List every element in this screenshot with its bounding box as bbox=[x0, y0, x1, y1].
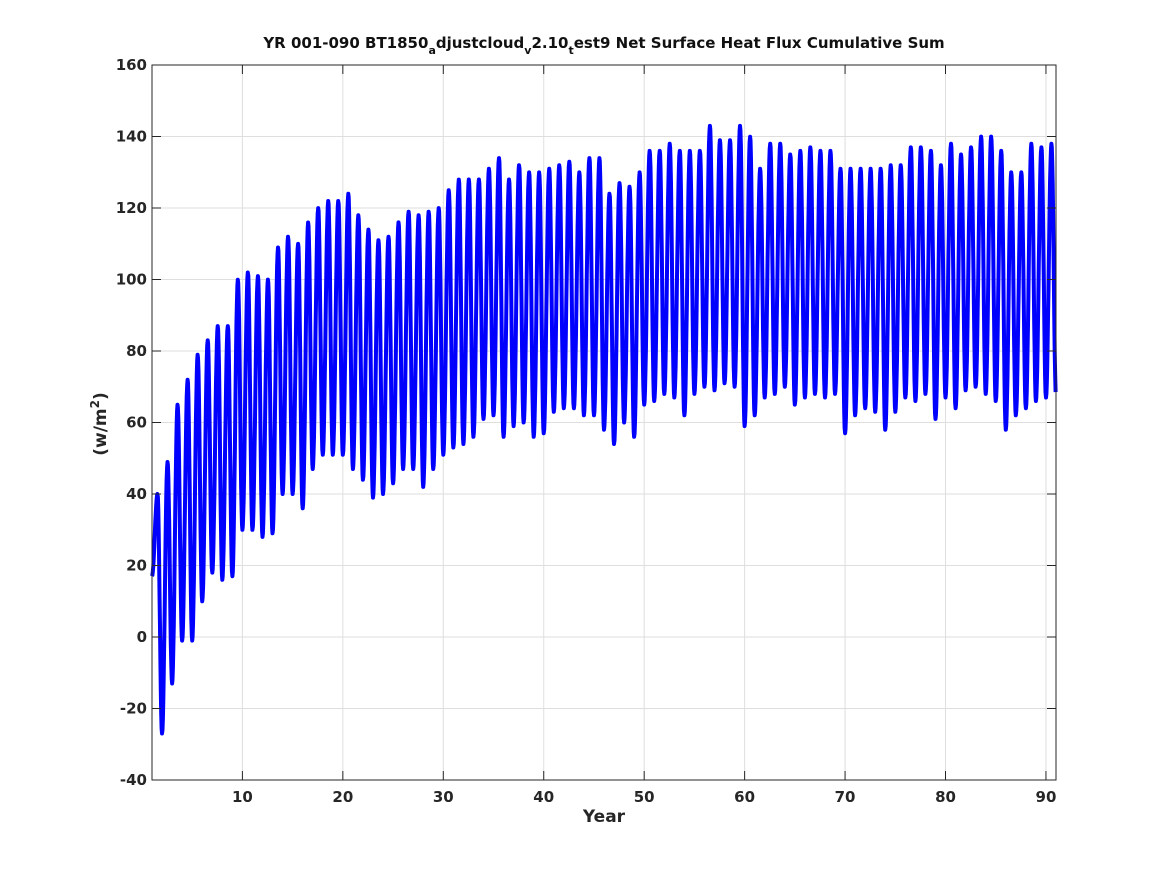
title-subscript-3: t bbox=[568, 44, 573, 57]
x-tick-label: 50 bbox=[634, 788, 655, 806]
series-line bbox=[150, 123, 1058, 736]
y-tick-label: -40 bbox=[120, 771, 147, 789]
y-tick-label: 120 bbox=[116, 199, 147, 217]
title-subscript-2: v bbox=[524, 44, 532, 57]
y-tick-label: -20 bbox=[120, 700, 147, 718]
y-tick-label: 60 bbox=[126, 414, 147, 432]
y-tick-label: 20 bbox=[126, 557, 147, 575]
y-tick-label: 140 bbox=[116, 128, 147, 146]
title-part-1: YR 001-090 BT1850 bbox=[262, 34, 428, 52]
x-tick-label: 40 bbox=[533, 788, 554, 806]
y-axis-ticks: -40 -20 0 20 40 60 80 100 120 140 160 bbox=[116, 56, 1056, 789]
y-tick-label: 0 bbox=[137, 628, 147, 646]
x-tick-label: 10 bbox=[232, 788, 253, 806]
title-part-2: djustcloud bbox=[436, 34, 524, 52]
x-axis-label: Year bbox=[582, 807, 626, 827]
y-tick-label: 40 bbox=[126, 485, 147, 503]
title-subscript-1: a bbox=[428, 44, 435, 57]
x-tick-label: 90 bbox=[1036, 788, 1057, 806]
x-tick-label: 70 bbox=[835, 788, 856, 806]
title-part-4: est9 Net Surface Heat Flux Cumulative Su… bbox=[574, 34, 945, 52]
y-tick-label: 100 bbox=[116, 271, 147, 289]
chart-title: YR 001-090 BT1850adjustcloudv2.10test9 N… bbox=[262, 34, 944, 57]
title-part-3: 2.10 bbox=[531, 34, 568, 52]
x-axis-ticks: 10 20 30 40 50 60 70 80 90 bbox=[232, 65, 1056, 806]
x-tick-label: 80 bbox=[935, 788, 956, 806]
y-tick-label: 160 bbox=[116, 56, 147, 74]
series-group bbox=[150, 123, 1058, 736]
x-tick-label: 30 bbox=[433, 788, 454, 806]
y-axis-label: (w/m2) bbox=[88, 392, 111, 456]
x-tick-label: 60 bbox=[734, 788, 755, 806]
y-tick-label: 80 bbox=[126, 342, 147, 360]
y-label-close: ) bbox=[91, 392, 111, 400]
y-label-base: (w/m bbox=[91, 408, 111, 455]
x-tick-label: 20 bbox=[332, 788, 353, 806]
y-label-superscript: 2 bbox=[88, 400, 102, 408]
